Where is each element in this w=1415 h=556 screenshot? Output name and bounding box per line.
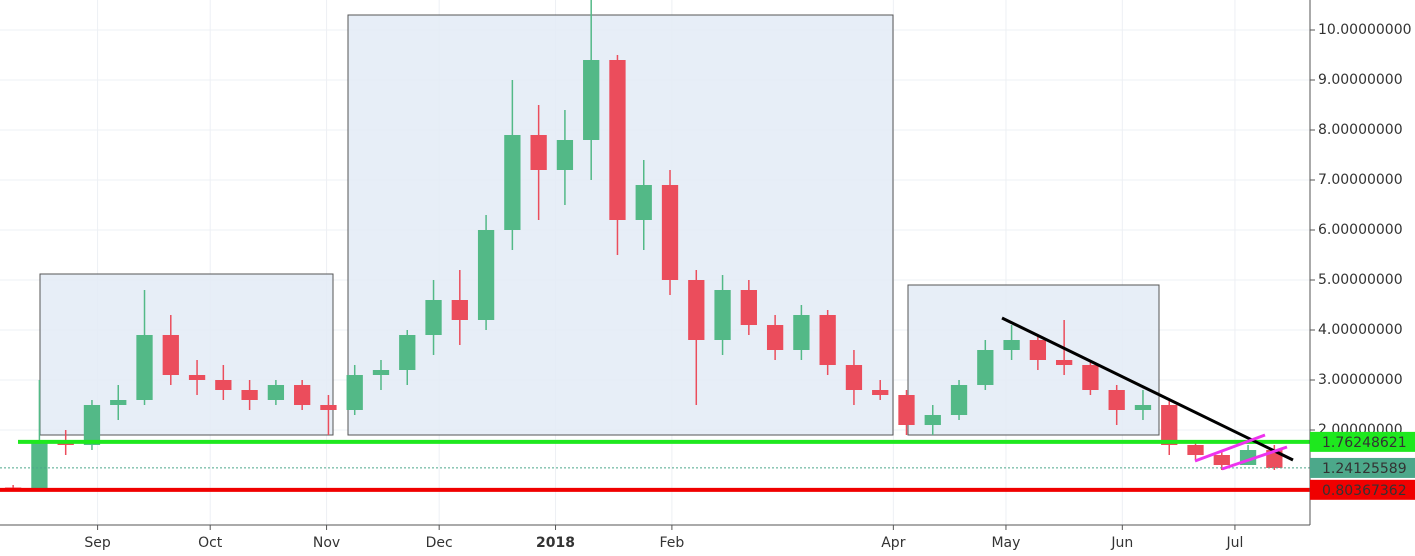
candles — [4, 0, 1283, 491]
channel-line — [1221, 445, 1288, 471]
x-tick-label: Jul — [1225, 535, 1243, 551]
x-tick-label: Apr — [881, 535, 905, 551]
candle-body — [793, 315, 810, 350]
candle-body — [267, 385, 285, 400]
candle-body — [1082, 365, 1099, 390]
y-tick-label: 5.00000000 — [1318, 272, 1403, 288]
x-tick-label: Jun — [1110, 535, 1133, 551]
candle-body — [661, 185, 679, 280]
x-tick-label: Dec — [426, 535, 453, 551]
price-label-box — [1310, 479, 1415, 500]
candle-body — [872, 390, 889, 395]
candle-body — [504, 135, 521, 230]
candle-body — [320, 405, 337, 410]
candle-body — [845, 365, 863, 390]
y-tick-label: 10.00000000 — [1318, 22, 1412, 38]
candle-body — [1213, 455, 1230, 465]
price-label: 0.80367362 — [1322, 483, 1407, 499]
candle-body — [1134, 405, 1152, 410]
candle-body — [136, 335, 153, 400]
candle-body — [609, 60, 626, 220]
axes: 2.000000003.000000004.000000005.00000000… — [84, 22, 1415, 551]
candle-body — [583, 60, 600, 140]
x-tick-label: 2018 — [536, 535, 575, 551]
candle-body — [110, 400, 127, 405]
candle-body — [1161, 405, 1178, 445]
y-tick-label: 7.00000000 — [1318, 172, 1403, 188]
price-label: 1.76248621 — [1322, 435, 1407, 451]
candle-body — [372, 370, 390, 375]
candle-body — [714, 290, 731, 340]
x-tick-label: May — [991, 535, 1020, 551]
y-tick-label: 9.00000000 — [1318, 72, 1403, 88]
y-tick-label: 4.00000000 — [1318, 322, 1403, 338]
candle-body — [346, 375, 363, 410]
candle-body — [162, 335, 179, 375]
trend-line — [1001, 316, 1294, 462]
candle-body — [766, 325, 784, 350]
price-label-box — [1310, 431, 1415, 452]
candle-body — [1055, 360, 1073, 365]
y-tick-label: 6.00000000 — [1318, 222, 1403, 238]
candle-body — [294, 385, 311, 405]
price-label-box — [1310, 457, 1415, 478]
candle-body — [1108, 390, 1125, 410]
candle-body — [1187, 445, 1204, 455]
candle-body — [451, 300, 468, 320]
candle-body — [740, 290, 757, 325]
candle-body — [399, 335, 416, 370]
y-tick-label: 8.00000000 — [1318, 122, 1403, 138]
candle-body — [819, 315, 836, 365]
candle-body — [898, 395, 915, 425]
price-lines — [0, 439, 1310, 492]
candle-body — [950, 385, 968, 415]
candle-body — [31, 440, 48, 488]
x-tick-label: Nov — [313, 535, 340, 551]
candle-body — [1029, 340, 1047, 360]
x-tick-label: Oct — [198, 535, 223, 551]
candle-body — [688, 280, 705, 340]
candle-body — [635, 185, 652, 220]
candle-body — [215, 380, 232, 390]
candle-body — [188, 375, 206, 380]
candle-body — [425, 300, 442, 335]
candle-body — [83, 405, 101, 445]
x-tick-label: Sep — [84, 535, 111, 551]
x-tick-label: Feb — [659, 535, 684, 551]
candle-body — [924, 415, 941, 425]
candle-body — [1003, 340, 1020, 350]
candle-body — [977, 350, 994, 385]
channel-line — [1194, 433, 1266, 463]
y-tick-label: 3.00000000 — [1318, 372, 1403, 388]
candle-body — [241, 390, 258, 400]
candle-body — [477, 230, 495, 320]
candle-body — [556, 140, 574, 170]
price-label: 1.24125589 — [1322, 461, 1407, 477]
candle-body — [530, 135, 547, 170]
drawings — [1001, 316, 1294, 471]
